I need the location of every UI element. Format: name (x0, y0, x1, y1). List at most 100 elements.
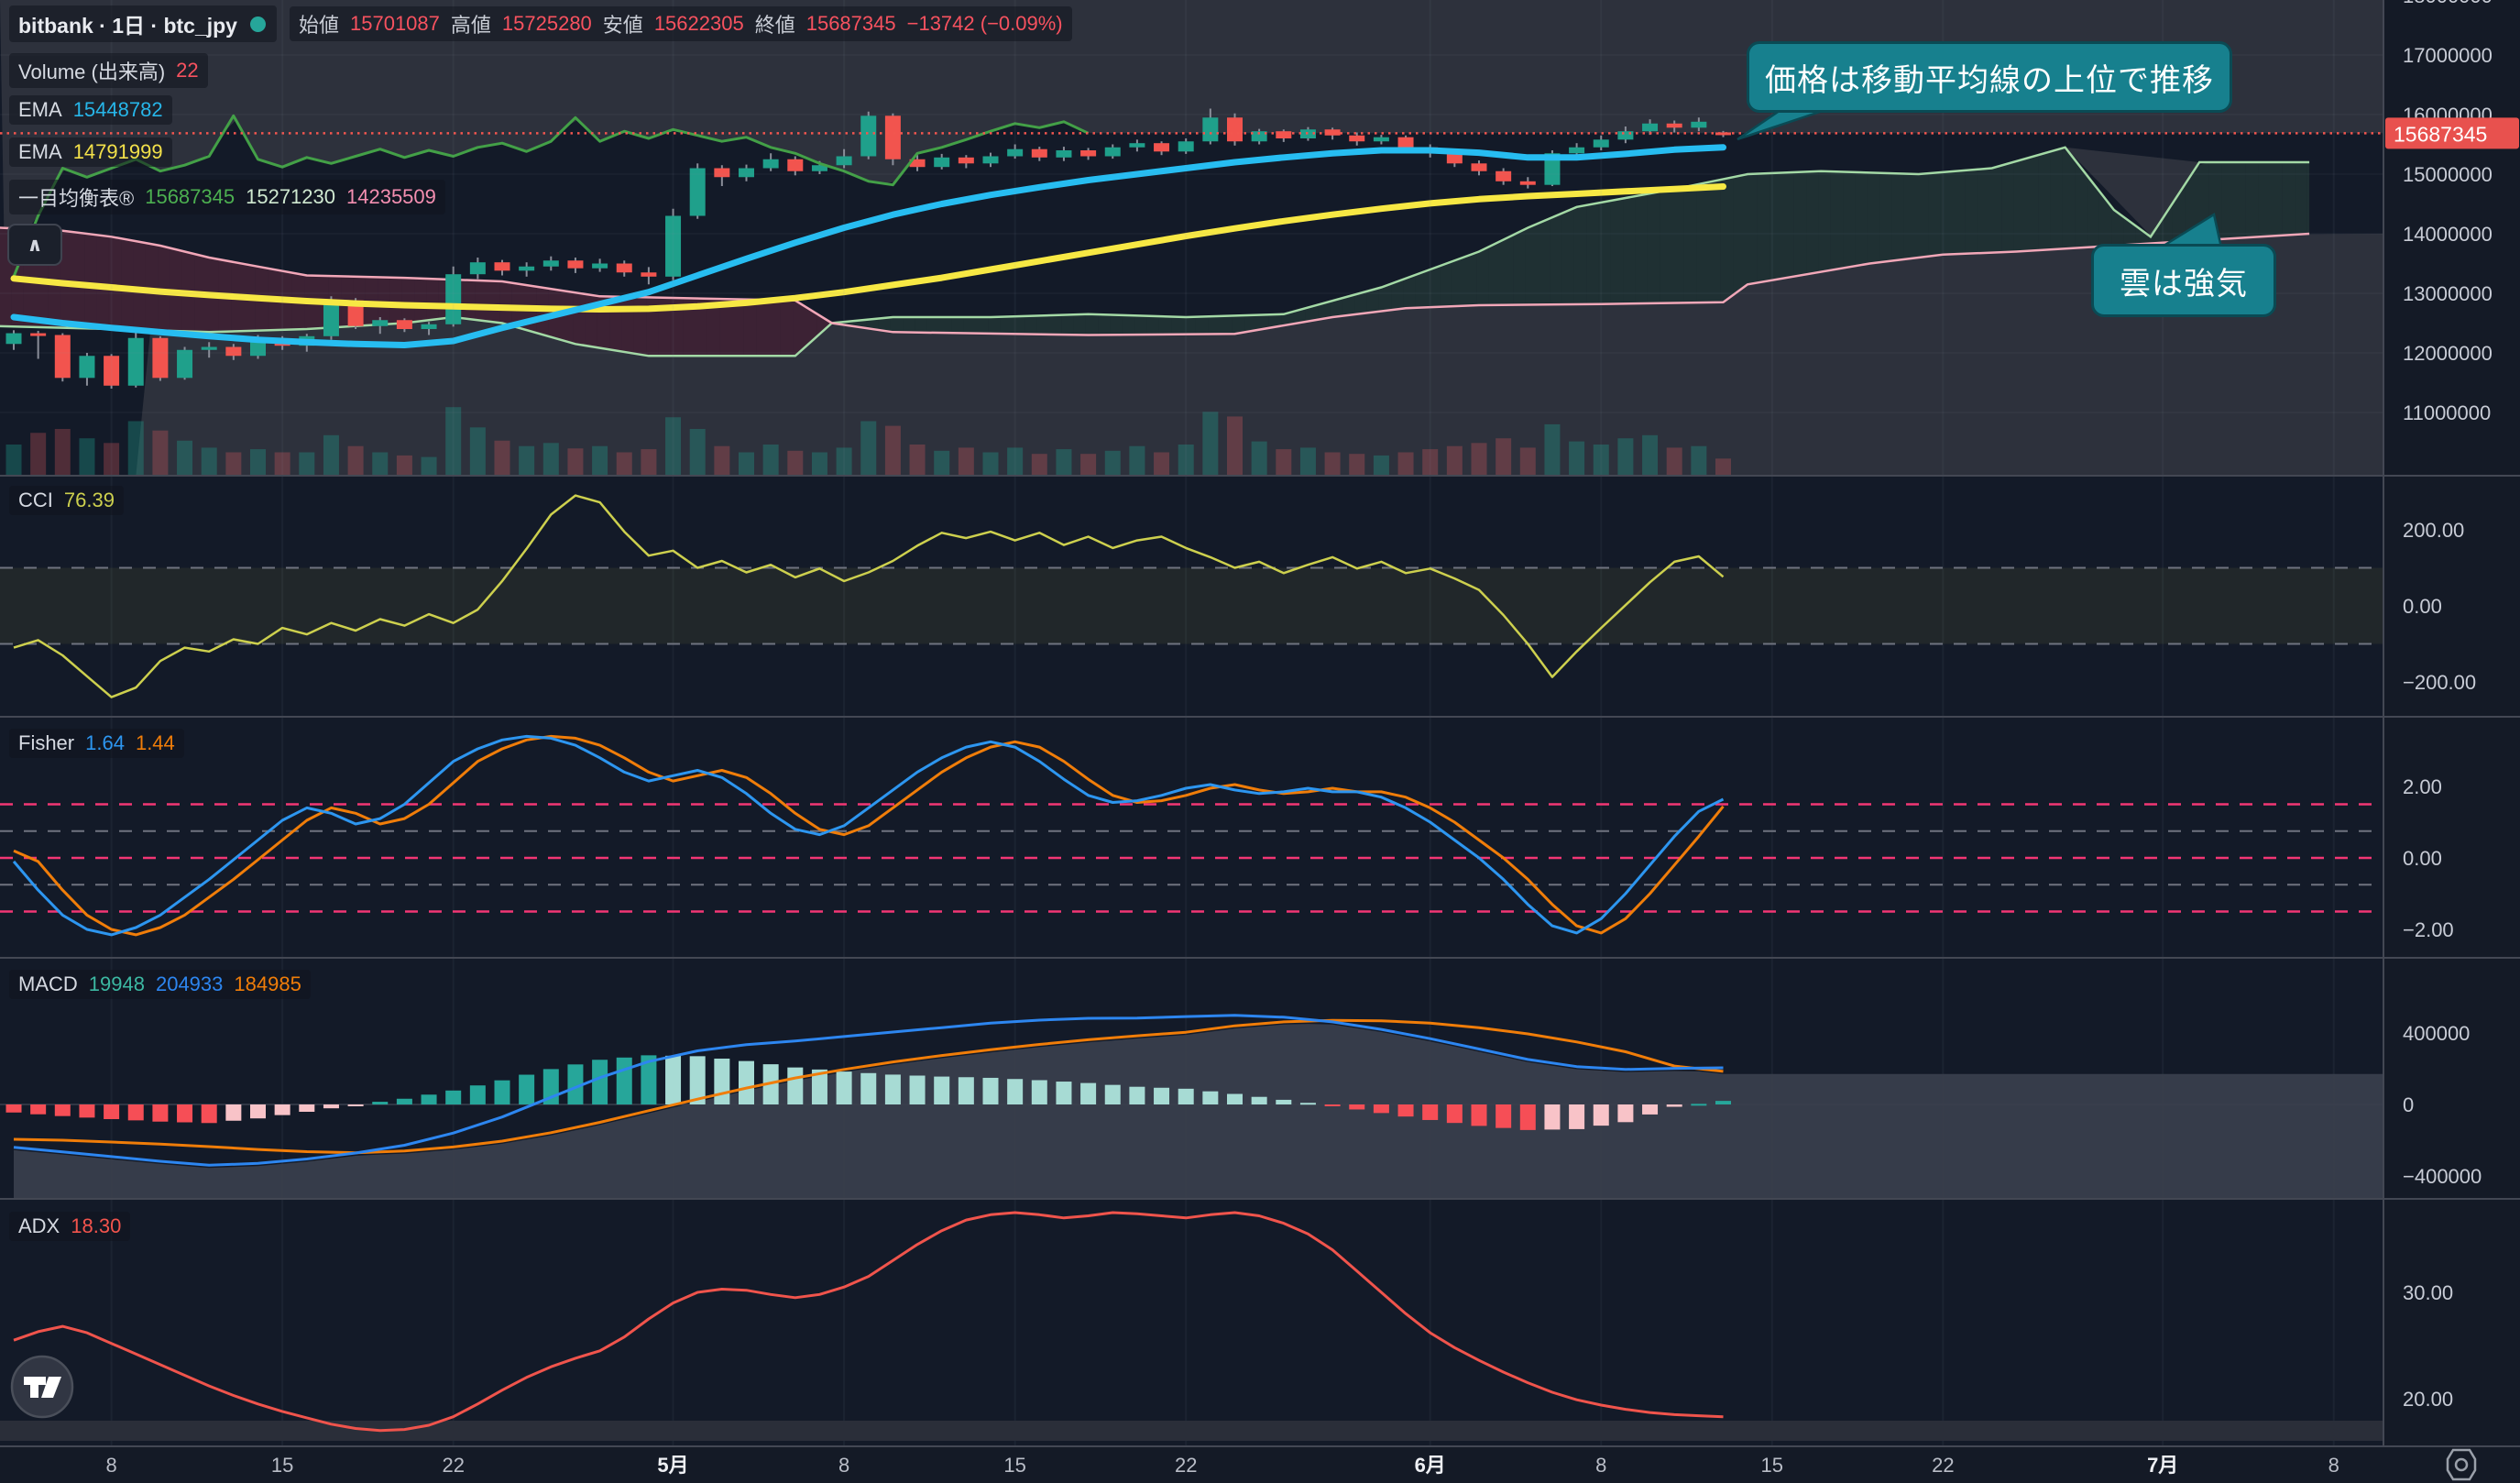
svg-text:0.00: 0.00 (2403, 595, 2442, 618)
close-value: 15687345 (805, 12, 896, 35)
low-value: 15622305 (653, 12, 744, 35)
last-price-badge: 15687345 (2385, 117, 2519, 149)
macd-line (13, 1014, 1724, 1167)
macd-signal-line (13, 1018, 1724, 1155)
high-value: 15725280 (501, 12, 592, 35)
low-label: 安値 (602, 14, 643, 37)
svg-text:15: 15 (271, 1454, 293, 1477)
fisher-trigger-line (13, 734, 1725, 937)
callout-cloud-text: 雲は強気 (2120, 266, 2248, 302)
ema-fast-line (10, 144, 1726, 348)
candlestick-series (5, 108, 1731, 389)
legend-macd[interactable]: MACD 19948 204933 184985 (9, 970, 311, 999)
adx-label: ADX (18, 1214, 60, 1237)
svg-text:8: 8 (2328, 1454, 2339, 1477)
cci-pane (0, 494, 2383, 698)
svg-text:400000: 400000 (2403, 1022, 2470, 1045)
legend-adx[interactable]: ADX 18.30 (9, 1212, 131, 1241)
svg-text:20.00: 20.00 (2403, 1388, 2453, 1411)
svg-text:15687345: 15687345 (2394, 122, 2487, 146)
callout-bullish-cloud[interactable]: 雲は強気 (2091, 244, 2276, 317)
callout-price-above-ma[interactable]: 価格は移動平均線の上位で推移 (1747, 41, 2232, 113)
svg-text:12000000: 12000000 (2403, 342, 2493, 365)
price-axis: 1800000017000000160000001500000014000000… (2385, 0, 2519, 1411)
chikou-span-line (12, 114, 1090, 278)
ema-fast-label: EMA (18, 98, 62, 121)
macd-line-value: 204933 (155, 972, 224, 995)
legend-volume[interactable]: Volume (出来高) 22 (9, 53, 208, 88)
svg-text:6月: 6月 (1415, 1454, 1446, 1477)
svg-text:15000000: 15000000 (2403, 163, 2493, 186)
macd-hist-value: 19948 (88, 972, 145, 995)
fisher-label: Fisher (18, 731, 75, 754)
legend-fisher[interactable]: Fisher 1.64 1.44 (9, 729, 184, 758)
svg-text:22: 22 (1932, 1454, 1954, 1477)
open-value: 15701087 (350, 12, 440, 35)
gridlines (0, 0, 2383, 1446)
gear-icon[interactable] (2446, 1448, 2477, 1481)
main-pane (0, 0, 2383, 476)
fisher-pane (0, 734, 2383, 937)
high-label: 高値 (450, 14, 491, 37)
symbol-title[interactable]: bitbank · 1日 · btc_jpy (18, 14, 237, 38)
svg-text:0: 0 (2403, 1093, 2414, 1116)
svg-text:−200.00: −200.00 (2403, 671, 2476, 694)
adx-value: 18.30 (71, 1214, 122, 1237)
svg-text:−400000: −400000 (2403, 1165, 2482, 1188)
fisher-line (12, 734, 1725, 937)
ichimoku-cloud (0, 148, 2310, 357)
macd-pane (0, 1014, 2383, 1199)
svg-text:14000000: 14000000 (2403, 223, 2493, 246)
adx-pane (0, 1211, 2383, 1441)
svg-text:8: 8 (1595, 1454, 1606, 1477)
market-status-dot (249, 16, 266, 32)
svg-text:22: 22 (1175, 1454, 1197, 1477)
senkou-b-line (0, 226, 2310, 336)
svg-text:200.00: 200.00 (2403, 519, 2464, 542)
svg-text:15: 15 (1761, 1454, 1783, 1477)
svg-text:0.00: 0.00 (2403, 847, 2442, 870)
fisher-trigger-value: 1.44 (135, 731, 175, 754)
fisher-value: 1.64 (85, 731, 125, 754)
svg-text:17000000: 17000000 (2403, 44, 2493, 67)
legend-ema-fast[interactable]: EMA 15448782 (9, 95, 172, 125)
tradingview-logo[interactable] (10, 1355, 74, 1419)
svg-text:11000000: 11000000 (2403, 401, 2491, 424)
ohlc-readout: 始値 15701087 高値 15725280 安値 15622305 終値 1… (289, 6, 1072, 41)
ema-slow-value: 14791999 (72, 140, 163, 163)
callout-price-text: 価格は移動平均線の上位で推移 (1765, 62, 2214, 98)
svg-text:−2.00: −2.00 (2403, 918, 2454, 941)
macd-shadow-area (14, 1024, 2383, 1199)
collapse-legend-button[interactable]: ∧ (7, 224, 62, 266)
chevron-up-icon: ∧ (27, 234, 43, 256)
ichimoku-senkou-a-value: 15271230 (246, 185, 335, 208)
time-axis: 8 15 22 5月 8 15 22 6月 8 15 22 7月 8 (105, 1454, 2339, 1477)
ichimoku-chikou-value: 15687345 (145, 185, 236, 208)
svg-text:7月: 7月 (2147, 1454, 2178, 1477)
legend-ichimoku[interactable]: 一目均衡表® 15687345 15271230 14235509 (9, 180, 445, 214)
svg-text:22: 22 (442, 1454, 464, 1477)
legend-cci[interactable]: CCI 76.39 (9, 486, 124, 515)
macd-histogram (5, 1055, 1731, 1130)
symbol-header[interactable]: bitbank · 1日 · btc_jpy 始値 15701087 高値 15… (9, 5, 1072, 42)
svg-text:8: 8 (105, 1454, 116, 1477)
cci-label: CCI (18, 489, 53, 511)
volume-bars (5, 407, 1731, 476)
legend-ema-slow[interactable]: EMA 14791999 (9, 137, 172, 167)
ema-slow-line (10, 183, 1726, 313)
change-value: −13742 (−0.09%) (906, 12, 1063, 35)
macd-signal-value: 184985 (234, 972, 301, 995)
pane-separators (0, 0, 2520, 1447)
svg-text:18000000: 18000000 (2403, 0, 2493, 7)
ichimoku-label: 一目均衡表® (18, 187, 135, 210)
close-label: 終値 (754, 14, 795, 37)
svg-text:5月: 5月 (657, 1454, 688, 1477)
svg-text:13000000: 13000000 (2403, 282, 2493, 305)
svg-text:15: 15 (1003, 1454, 1025, 1477)
cci-value: 76.39 (63, 489, 115, 511)
ema-slow-label: EMA (18, 140, 62, 163)
adx-line (13, 1211, 1724, 1433)
cci-line (13, 494, 1725, 698)
